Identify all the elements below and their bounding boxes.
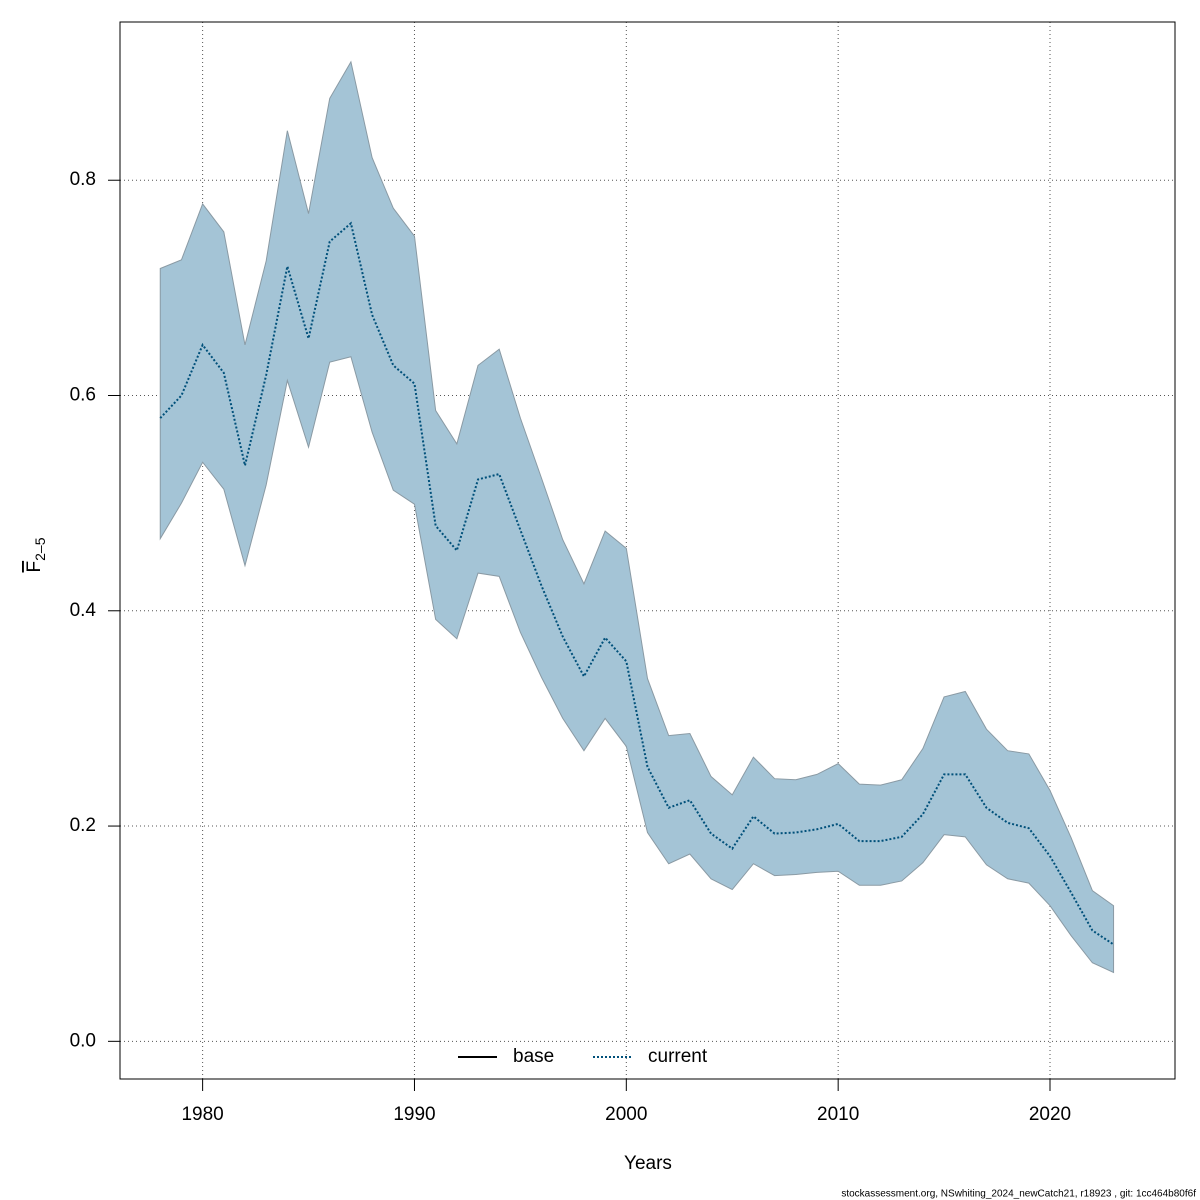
y-label-sub: 2–5 (32, 537, 48, 561)
legend-label: current (648, 1046, 708, 1067)
x-tick-label: 2000 (605, 1104, 647, 1125)
y-tick-label: 0.2 (70, 815, 96, 836)
y-tick-label: 0.0 (70, 1030, 96, 1051)
x-tick-label: 2010 (817, 1104, 859, 1125)
legend-label: base (513, 1046, 554, 1067)
x-tick-label: 1980 (181, 1104, 223, 1125)
line (159, 221, 1115, 946)
x-tick-label: 1990 (393, 1104, 435, 1125)
x-tick-label: 2020 (1029, 1104, 1071, 1125)
plot-frame (119, 21, 1176, 1080)
y-axis-label-text: F2–5 (24, 537, 48, 572)
x-axis-label: Years (624, 1153, 672, 1174)
y-label-main: F (24, 561, 45, 573)
y-axis-label: F2–5 (24, 537, 48, 572)
confidence-band (159, 60, 1115, 974)
y-tick-label: 0.8 (70, 169, 96, 190)
y-tick-label: 0.6 (70, 385, 96, 406)
y-tick-label: 0.4 (70, 600, 97, 621)
footer: stockassessment.org, NSwhiting_2024_newC… (841, 1189, 1196, 1200)
